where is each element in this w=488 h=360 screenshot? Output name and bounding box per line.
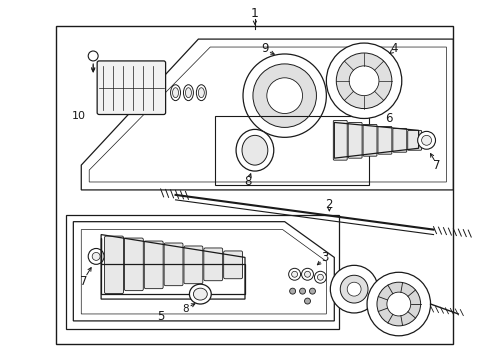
Circle shape — [304, 298, 310, 304]
Circle shape — [348, 66, 378, 96]
Circle shape — [301, 268, 313, 280]
FancyBboxPatch shape — [407, 130, 421, 150]
Circle shape — [386, 292, 410, 316]
FancyBboxPatch shape — [203, 248, 222, 281]
FancyBboxPatch shape — [164, 243, 183, 286]
Text: 7: 7 — [80, 275, 87, 288]
Ellipse shape — [196, 85, 206, 100]
Circle shape — [243, 54, 325, 137]
Ellipse shape — [170, 85, 180, 100]
FancyBboxPatch shape — [223, 251, 242, 279]
Text: 9: 9 — [261, 41, 268, 54]
Circle shape — [88, 51, 98, 61]
Ellipse shape — [242, 135, 267, 165]
Circle shape — [88, 248, 104, 264]
Circle shape — [376, 282, 420, 326]
Circle shape — [317, 274, 323, 280]
Ellipse shape — [185, 88, 191, 98]
FancyBboxPatch shape — [183, 246, 203, 284]
Text: 7: 7 — [432, 159, 439, 172]
Circle shape — [289, 288, 295, 294]
Circle shape — [299, 288, 305, 294]
Circle shape — [346, 282, 360, 296]
FancyBboxPatch shape — [362, 125, 376, 156]
Text: 6: 6 — [385, 112, 392, 125]
Circle shape — [314, 271, 325, 283]
Circle shape — [266, 78, 302, 113]
Text: 8: 8 — [244, 175, 251, 189]
FancyBboxPatch shape — [392, 129, 406, 152]
Text: 4: 4 — [389, 41, 397, 54]
Circle shape — [252, 64, 316, 127]
FancyBboxPatch shape — [97, 61, 165, 114]
Text: 8: 8 — [182, 304, 188, 314]
FancyBboxPatch shape — [333, 121, 346, 160]
Circle shape — [325, 43, 401, 118]
Ellipse shape — [193, 288, 207, 300]
FancyBboxPatch shape — [144, 241, 163, 289]
Circle shape — [92, 252, 100, 260]
Bar — [56, 26, 452, 344]
Text: 10: 10 — [72, 111, 86, 121]
Circle shape — [330, 265, 377, 313]
Circle shape — [336, 53, 391, 109]
Circle shape — [288, 268, 300, 280]
Circle shape — [417, 131, 435, 149]
Circle shape — [291, 271, 297, 277]
FancyBboxPatch shape — [124, 238, 143, 291]
Ellipse shape — [183, 85, 193, 100]
Text: 2: 2 — [325, 198, 332, 211]
Text: 3: 3 — [320, 251, 327, 264]
Text: 1: 1 — [250, 7, 258, 20]
Text: 5: 5 — [157, 310, 164, 323]
Ellipse shape — [172, 88, 178, 98]
Ellipse shape — [236, 129, 273, 171]
FancyBboxPatch shape — [104, 236, 123, 294]
FancyBboxPatch shape — [377, 126, 391, 154]
Ellipse shape — [198, 88, 204, 98]
Circle shape — [309, 288, 315, 294]
Circle shape — [421, 135, 431, 145]
Circle shape — [366, 272, 429, 336]
Circle shape — [304, 271, 310, 277]
FancyBboxPatch shape — [347, 122, 361, 158]
Circle shape — [340, 275, 367, 303]
Ellipse shape — [189, 284, 211, 304]
